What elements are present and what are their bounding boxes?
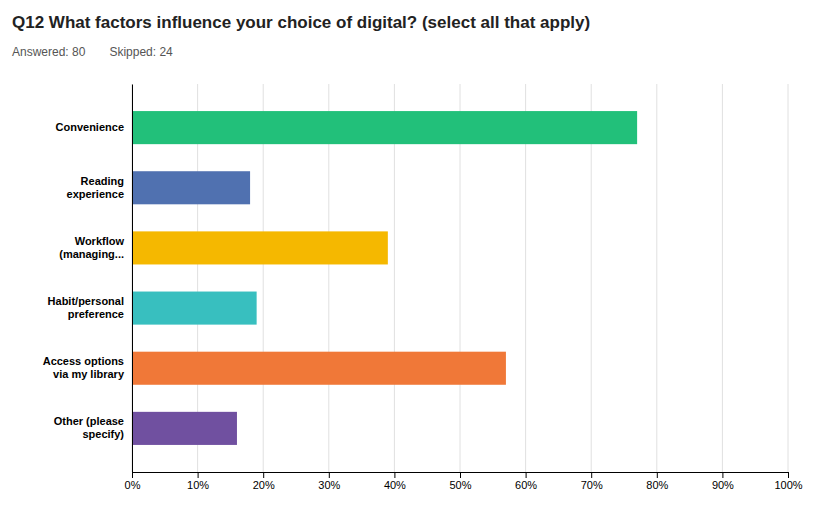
y-axis: Convenience Readingexperience Workflow(man…: [43, 85, 133, 473]
y-tick: Readingexperience: [67, 175, 124, 200]
x-tick-label: 100%: [774, 479, 802, 491]
x-tick-mark: [722, 472, 723, 478]
y-tick-label: Workflow(managing...: [59, 235, 124, 260]
y-tick-label: Access optionsvia my library: [43, 355, 125, 380]
x-axis-line: [133, 473, 789, 479]
y-tick: Other (pleasespecify): [54, 415, 125, 440]
y-tick: Access optionsvia my library: [43, 355, 125, 380]
y-tick-label: Other (pleasespecify): [54, 415, 125, 440]
x-tick-label: 50%: [449, 479, 471, 491]
subtitle: Skipped: 24: [109, 45, 173, 59]
x-tick-label: 30%: [318, 479, 340, 491]
x-tick: 60%: [515, 472, 537, 491]
grid-line: [132, 84, 133, 472]
x-tick-mark: [198, 472, 199, 478]
x-tick-mark: [263, 472, 264, 478]
y-tick-label: Convenience: [56, 121, 124, 133]
bar: [132, 352, 506, 385]
x-tick-mark: [132, 472, 133, 478]
bar: [132, 292, 257, 325]
grid-line: [722, 84, 723, 472]
x-tick: 0%: [125, 472, 141, 491]
x-tick-label: 20%: [253, 479, 275, 491]
x-tick-label: 40%: [384, 479, 406, 491]
x-tick: 80%: [646, 472, 668, 491]
y-tick-label: Habit/personalpreference: [48, 295, 124, 320]
x-tick: 70%: [581, 472, 603, 491]
x-tick-mark: [526, 472, 527, 478]
bar: [132, 111, 637, 144]
chart: Q12 What factors influence your choice o…: [0, 0, 824, 512]
x-tick: 40%: [384, 472, 406, 491]
plot: 0% 10% 20% 30% 40% 50% 60% 70% 80% 90% 100% Conveni…: [43, 84, 803, 491]
x-tick-mark: [329, 472, 330, 478]
y-tick-label: Readingexperience: [67, 175, 124, 200]
y-tick: Workflow(managing...: [59, 235, 124, 260]
x-tick: 50%: [449, 472, 471, 491]
grid-line: [656, 84, 657, 472]
x-tick: 90%: [712, 472, 734, 491]
x-tick-mark: [788, 472, 789, 478]
x-tick-label: 60%: [515, 479, 537, 491]
bars: [132, 111, 637, 445]
x-tick-label: 90%: [712, 479, 734, 491]
bar: [132, 171, 250, 204]
grid: [132, 84, 788, 472]
x-tick: 20%: [253, 472, 275, 491]
y-tick: Convenience: [56, 121, 124, 133]
x-tick: 10%: [187, 472, 209, 491]
x-tick-label: 70%: [581, 479, 603, 491]
x-tick: 30%: [318, 472, 340, 491]
x-tick-mark: [460, 472, 461, 478]
x-tick-mark: [657, 472, 658, 478]
x-tick-mark: [394, 472, 395, 478]
x-tick-label: 10%: [187, 479, 209, 491]
subtitle: Answered: 80: [12, 45, 86, 59]
x-tick-label: 0%: [125, 479, 141, 491]
y-axis-line: [132, 85, 133, 473]
x-tick: 100%: [774, 472, 802, 491]
title: Q12 What factors influence your choice o…: [12, 13, 590, 32]
y-tick: Habit/personalpreference: [48, 295, 124, 320]
x-tick-label: 80%: [646, 479, 668, 491]
grid-line: [788, 84, 789, 472]
bar: [132, 412, 237, 445]
x-tick-mark: [591, 472, 592, 478]
bar: [132, 231, 388, 264]
x-axis: 0% 10% 20% 30% 40% 50% 60% 70% 80% 90% 100%: [125, 472, 803, 491]
